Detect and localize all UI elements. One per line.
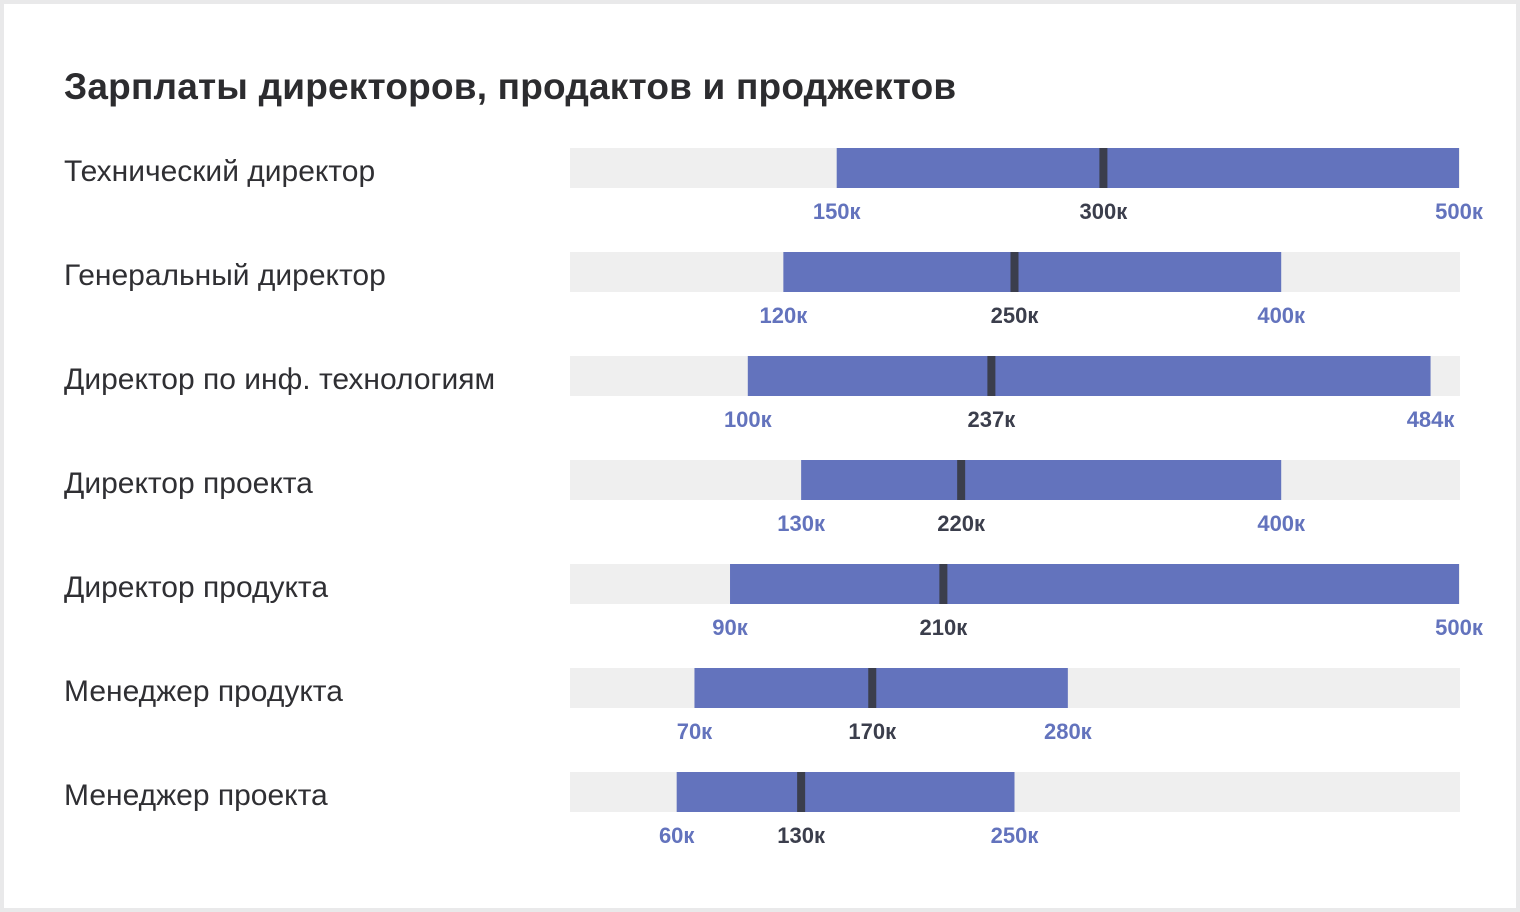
median-marker bbox=[939, 564, 948, 604]
median-marker bbox=[868, 668, 877, 708]
median-value-label: 170к bbox=[848, 719, 897, 744]
max-value-label: 484к bbox=[1407, 407, 1456, 432]
range-bar bbox=[783, 252, 1282, 292]
max-value-label: 400к bbox=[1257, 303, 1306, 328]
min-value-label: 150к bbox=[813, 199, 862, 224]
row-label-product-director: Директор продукта bbox=[64, 571, 329, 604]
row-label-ceo: Генеральный директор bbox=[64, 259, 386, 292]
row-label-project-director: Директор проекта bbox=[64, 467, 313, 500]
row-label-cto: Технический директор bbox=[64, 155, 376, 188]
median-value-label: 250к bbox=[991, 303, 1040, 328]
median-value-label: 300к bbox=[1080, 199, 1129, 224]
median-value-label: 210к bbox=[920, 615, 969, 640]
range-bar bbox=[747, 356, 1431, 396]
max-value-label: 500к bbox=[1435, 615, 1484, 640]
median-marker bbox=[957, 460, 966, 500]
min-value-label: 90к bbox=[712, 615, 748, 640]
range-chart-plot: 150к 300к 500к 120к 250к 400к 100к 237к 484к 130к… bbox=[570, 148, 1484, 848]
range-bar bbox=[694, 668, 1068, 708]
chart-title: Зарплаты директоров, продактов и проджек… bbox=[64, 66, 957, 107]
median-marker bbox=[987, 356, 996, 396]
median-value-label: 220к bbox=[937, 511, 986, 536]
range-bar bbox=[676, 772, 1015, 812]
median-marker bbox=[1099, 148, 1108, 188]
chart-card: Зарплаты директоров, продактов и проджек… bbox=[4, 4, 1516, 908]
median-marker bbox=[797, 772, 806, 812]
row-label-product-manager: Менеджер продукта bbox=[64, 675, 343, 708]
max-value-label: 400к bbox=[1257, 511, 1306, 536]
median-value-label: 237к bbox=[968, 407, 1017, 432]
max-value-label: 500к bbox=[1435, 199, 1484, 224]
min-value-label: 120к bbox=[760, 303, 809, 328]
max-value-label: 250к bbox=[991, 823, 1040, 848]
range-bar bbox=[836, 148, 1459, 188]
min-value-label: 60к bbox=[659, 823, 695, 848]
max-value-label: 280к bbox=[1044, 719, 1093, 744]
min-value-label: 70к bbox=[677, 719, 713, 744]
median-marker bbox=[1010, 252, 1019, 292]
range-bar bbox=[801, 460, 1282, 500]
row-label-cio: Директор по инф. технологиям bbox=[64, 363, 496, 396]
row-label-project-manager: Менеджер проекта bbox=[64, 779, 328, 812]
range-bar bbox=[730, 564, 1459, 604]
median-value-label: 130к bbox=[777, 823, 826, 848]
min-value-label: 100к bbox=[724, 407, 773, 432]
min-value-label: 130к bbox=[777, 511, 826, 536]
